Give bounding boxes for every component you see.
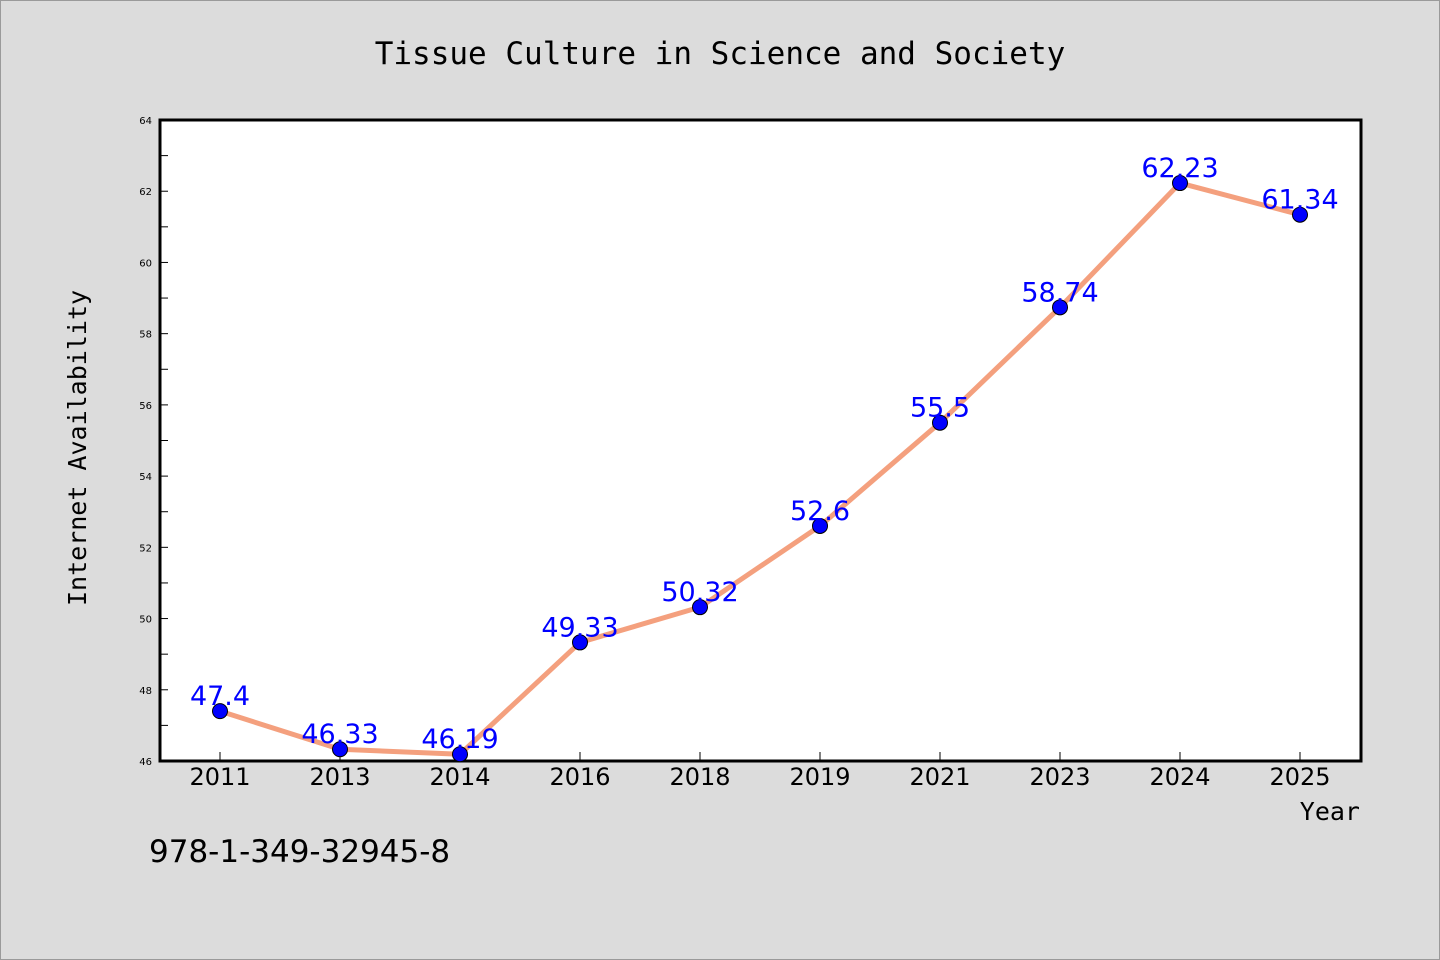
x-tick-label: 2023: [1029, 763, 1090, 791]
data-point: [1292, 206, 1308, 223]
x-tick-label: 2016: [549, 763, 610, 791]
data-point: [692, 599, 708, 616]
series-group: 47.4 46.33 46.19 49.33 50.32 52.6 55.5 58.74 62.…: [190, 153, 1339, 763]
data-label: 61.34: [1261, 185, 1338, 216]
data-point: [212, 703, 228, 720]
x-tick-label: 2013: [309, 763, 370, 791]
x-tick-label: 2019: [789, 763, 850, 791]
y-tick-label: 56: [139, 401, 152, 412]
data-label: 52.6: [790, 496, 850, 527]
data-label: 46.19: [421, 724, 498, 755]
x-tick-label: 2018: [669, 763, 730, 791]
data-label: 55.5: [910, 393, 970, 424]
x-axis-label: Year: [1300, 797, 1360, 826]
x-axis: 2011 2013 2014 2016 2018 2019 2021 2023 2024 2025: [189, 752, 1331, 791]
x-tick-label: 2024: [1149, 763, 1210, 791]
isbn-text: 978-1-349-32945-8: [149, 834, 451, 870]
x-tick-label: 2025: [1269, 763, 1330, 791]
y-axis-label: Internet Availability: [63, 290, 92, 606]
y-axis: 46 48 50 52 54 56 58 60 62 64: [139, 116, 168, 768]
data-point: [1172, 175, 1188, 192]
chart-title: Tissue Culture in Science and Society: [375, 36, 1066, 72]
data-label: 46.33: [301, 719, 378, 750]
data-point: [1052, 299, 1068, 316]
plot-area: [158, 118, 1363, 763]
data-point: [452, 746, 468, 763]
data-label: 49.33: [541, 612, 618, 643]
series-line: [217, 180, 1303, 757]
data-point: [932, 414, 948, 431]
x-tick-label: 2014: [429, 763, 490, 791]
data-label: 58.74: [1021, 277, 1098, 308]
y-tick-label: 48: [139, 686, 152, 697]
y-tick-label: 52: [139, 543, 152, 554]
y-tick-label: 64: [139, 116, 152, 127]
y-tick-label: 46: [139, 757, 152, 768]
y-tick-label: 54: [139, 472, 152, 483]
x-tick-label: 2011: [189, 763, 250, 791]
y-tick-label: 60: [139, 258, 152, 269]
data-label: 50.32: [661, 577, 738, 608]
y-tick-label: 58: [139, 330, 152, 341]
y-tick-label: 62: [139, 187, 152, 198]
y-tick-label: 50: [139, 615, 152, 626]
data-point: [812, 517, 828, 534]
x-tick-label: 2021: [909, 763, 970, 791]
data-label: 47.4: [190, 681, 250, 712]
data-point: [572, 634, 588, 651]
data-point: [332, 741, 348, 758]
data-label: 62.23: [1141, 153, 1218, 184]
